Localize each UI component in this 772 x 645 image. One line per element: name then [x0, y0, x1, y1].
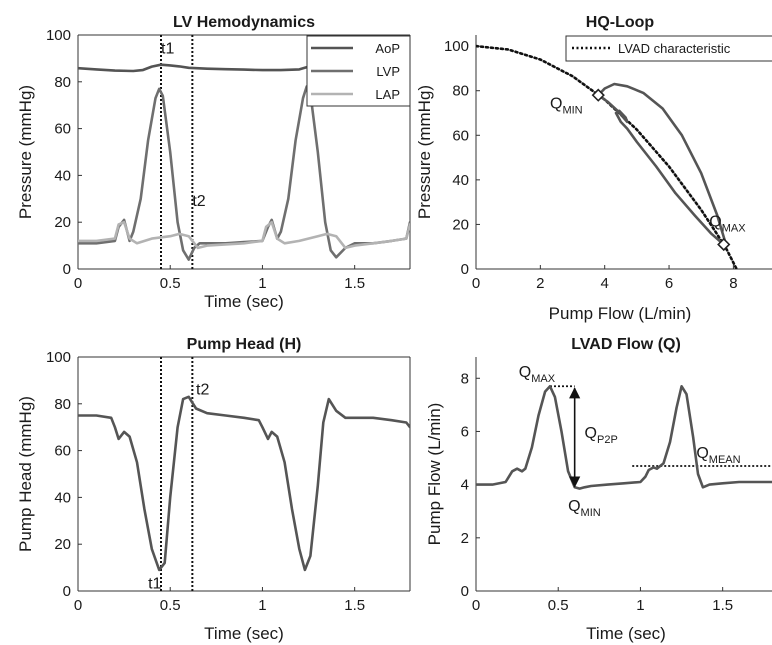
legend-label-lap: LAP [375, 87, 400, 102]
diamond-marker [591, 88, 605, 102]
x-tick-label: 1.5 [344, 275, 365, 292]
plot-area [78, 357, 410, 591]
annotation-t1: t1 [148, 576, 161, 593]
x-tick-label: 0.5 [160, 275, 181, 292]
x-tick-label: 2 [536, 275, 544, 292]
y-tick-label: 100 [46, 349, 71, 366]
annotation-q-max: QMAX [519, 364, 556, 385]
annotation-group: t1 t2 [161, 41, 206, 210]
panel-lv-hemodynamics: LV Hemodynamics Time (sec) Pressure (mmH… [16, 14, 411, 311]
x-tick-label: 0 [74, 597, 82, 614]
y-tick-label: 80 [452, 83, 469, 100]
y-tick-label: 80 [54, 74, 71, 91]
annotation-q-mean: QMEAN [696, 445, 740, 466]
x-tick-label: 6 [665, 275, 673, 292]
x-axis-label: Pump Flow (L/min) [549, 304, 692, 323]
y-tick-label: 40 [54, 167, 71, 184]
y-tick-label: 0 [461, 261, 469, 278]
y-axis-label: Pressure (mmHg) [415, 85, 434, 219]
y-tick-label: 8 [461, 370, 469, 387]
tick-group: 0 0.5 1 1.5 0 20 40 60 80 100 [46, 27, 411, 292]
panel-hq-loop: HQ-Loop Pump Flow (L/min) Pressure (mmHg… [415, 14, 772, 323]
annotation-q-p2p: QP2P [585, 425, 618, 446]
legend: AoP LVP LAP [306, 35, 411, 107]
x-axis-label: Time (sec) [204, 624, 284, 643]
y-tick-label: 2 [461, 530, 469, 547]
panel-title: LVAD Flow (Q) [571, 336, 681, 353]
panel-title: LV Hemodynamics [173, 14, 315, 31]
x-tick-label: 1.5 [344, 597, 365, 614]
legend-label-lvp: LVP [376, 64, 400, 79]
series-line-curve [78, 395, 410, 572]
annotation-q-min: QMIN [568, 498, 601, 519]
series-line-hq-loop [596, 82, 727, 246]
annotation-t2: t2 [196, 381, 209, 398]
x-axis-label: Time (sec) [586, 624, 666, 643]
annotation-t1: t1 [161, 41, 174, 58]
tick-group: 0 0.5 1 1.5 0 20 40 60 80 100 [46, 349, 411, 614]
panel-pump-head: Pump Head (H) Time (sec) Pump Head (mmHg… [16, 336, 411, 643]
x-tick-label: 1 [258, 275, 266, 292]
y-tick-label: 40 [452, 172, 469, 189]
y-tick-label: 20 [452, 216, 469, 233]
x-tick-label: 0 [472, 275, 480, 292]
y-axis-label: Pump Head (mmHg) [16, 396, 35, 552]
y-axis-label: Pump Flow (L/min) [425, 403, 444, 546]
y-tick-label: 40 [54, 489, 71, 506]
x-axis-label: Time (sec) [204, 292, 284, 311]
y-tick-label: 60 [452, 127, 469, 144]
legend-label-lvad-characteristic: LVAD characteristic [618, 41, 731, 56]
x-tick-label: 4 [601, 275, 609, 292]
y-tick-label: 20 [54, 536, 71, 553]
x-tick-label: 0 [74, 275, 82, 292]
series-line-aop [78, 60, 338, 73]
tick-group: 0 0.5 1 1.5 0 2 4 6 8 [461, 357, 772, 614]
annotation-t2: t2 [192, 193, 205, 210]
x-tick-label: 0 [472, 597, 480, 614]
y-tick-label: 100 [444, 38, 469, 55]
x-tick-label: 1.5 [712, 597, 733, 614]
series-line-lvad-characteristic [476, 44, 738, 269]
plot-area [476, 384, 772, 490]
annotation-q-min: QMIN [550, 96, 583, 117]
y-tick-label: 0 [63, 261, 71, 278]
plot-area [476, 44, 738, 269]
y-tick-label: 4 [461, 477, 469, 494]
y-tick-label: 60 [54, 443, 71, 460]
y-tick-label: 60 [54, 121, 71, 138]
x-tick-label: 1 [258, 597, 266, 614]
x-tick-label: 0.5 [548, 597, 569, 614]
y-tick-label: 0 [461, 583, 469, 600]
y-tick-label: 80 [54, 396, 71, 413]
panel-title: Pump Head (H) [187, 336, 302, 353]
panel-lvad-flow: LVAD Flow (Q) Time (sec) Pump Flow (L/mi… [425, 336, 772, 643]
x-tick-label: 8 [729, 275, 737, 292]
legend-label-aop: AoP [375, 41, 400, 56]
y-tick-label: 20 [54, 214, 71, 231]
diamond-marker [717, 237, 731, 252]
panel-title: HQ-Loop [586, 14, 655, 31]
annotation-group: QMAX QP2P QMEAN QMIN [519, 364, 741, 519]
legend: LVAD characteristic [565, 35, 772, 62]
series-line-curve [476, 384, 772, 490]
annotation-group: t1 t2 [148, 381, 209, 592]
y-tick-label: 100 [46, 27, 71, 44]
series-line-lap [78, 220, 410, 250]
y-tick-label: 6 [461, 423, 469, 440]
y-axis-label: Pressure (mmHg) [16, 85, 35, 219]
x-tick-label: 0.5 [160, 597, 181, 614]
x-tick-label: 1 [636, 597, 644, 614]
y-tick-label: 0 [63, 583, 71, 600]
